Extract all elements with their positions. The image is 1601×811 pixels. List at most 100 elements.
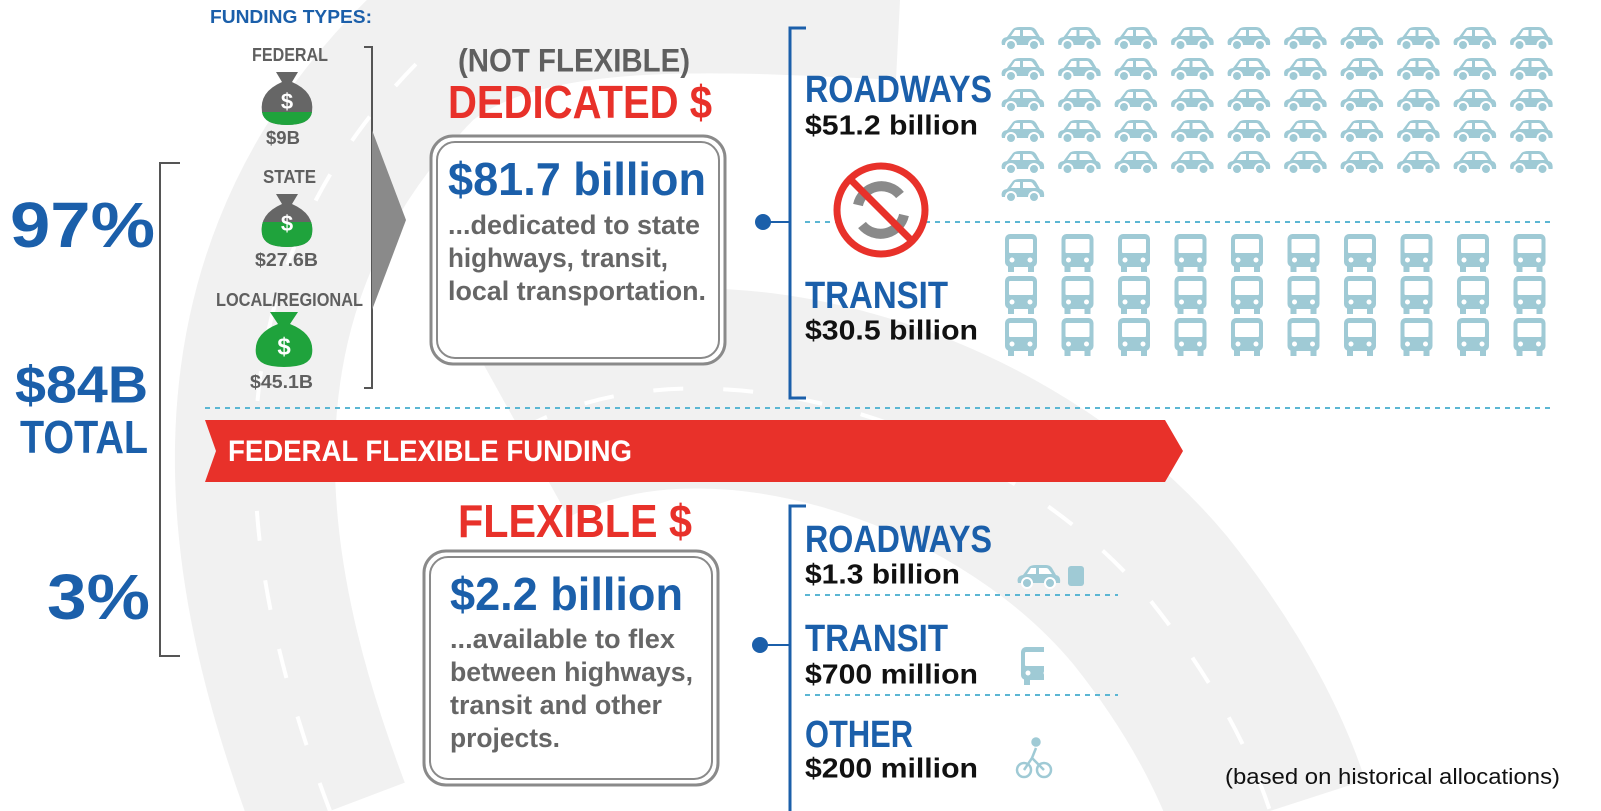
category-amount: $700 million — [805, 658, 978, 689]
car-icon — [1170, 119, 1215, 144]
bus-icon — [1457, 276, 1489, 314]
bus-icon — [1231, 276, 1263, 314]
dedicated-note: (NOT FLEXIBLE) — [458, 42, 690, 78]
banner — [205, 420, 1183, 482]
bike-icon — [1015, 737, 1053, 779]
car-icon — [1339, 119, 1384, 144]
total-amount: $84B — [15, 357, 148, 415]
category-label: TRANSIT — [805, 275, 948, 317]
car-icon — [1000, 178, 1045, 203]
bus-icon — [1005, 234, 1037, 272]
car-icon — [1452, 57, 1497, 82]
funding-amount: $45.1B — [250, 372, 313, 392]
car-icon — [1396, 26, 1441, 51]
car-icon — [1339, 150, 1384, 175]
car-icon — [1057, 150, 1102, 175]
dedicated-title: DEDICATED $ — [448, 76, 712, 128]
bus-icon — [1061, 318, 1094, 356]
funding-amount: $9B — [266, 128, 300, 148]
car-icon — [1452, 88, 1497, 113]
category-label: ROADWAYS — [805, 69, 992, 111]
car-icon — [1000, 88, 1045, 113]
car-icon-partial — [1068, 566, 1084, 586]
bus-icon — [1457, 318, 1489, 356]
car-icon — [1509, 26, 1554, 51]
car-icon — [1226, 88, 1271, 113]
bus-icon — [1021, 647, 1044, 685]
svg-text:$: $ — [281, 89, 293, 114]
category-amount: $30.5 billion — [805, 314, 978, 345]
bus-icon — [1513, 276, 1546, 314]
arrow — [372, 130, 406, 310]
description-line: between highways, — [450, 657, 693, 687]
car-icon-partial — [1045, 178, 1064, 203]
car-icon — [1509, 119, 1554, 144]
flexible-amount: $2.2 billion — [450, 568, 683, 620]
car-icon — [1339, 88, 1384, 113]
car-icon — [1396, 57, 1441, 82]
bus-icon — [1118, 234, 1150, 272]
bus-icon — [1344, 318, 1376, 356]
car-icon — [1170, 26, 1215, 51]
funding-label: LOCAL/REGIONAL — [216, 290, 363, 310]
flexible-bracket — [788, 504, 806, 811]
funding-label: STATE — [263, 167, 316, 187]
description-line: ...dedicated to state — [448, 210, 700, 240]
car-icon — [1452, 119, 1497, 144]
bus-icon — [1231, 318, 1263, 356]
car-icon — [1226, 150, 1271, 175]
flexible-box — [422, 549, 720, 787]
bus-icon — [1118, 276, 1150, 314]
car-icon — [1000, 26, 1045, 51]
car-icon — [1057, 26, 1102, 51]
car-icon — [1226, 26, 1271, 51]
description-line: transit and other — [450, 690, 662, 720]
money-bag: $ — [261, 194, 313, 247]
svg-text:$: $ — [281, 211, 293, 236]
car-icon — [1000, 150, 1045, 175]
category-label: TRANSIT — [805, 618, 948, 660]
car-icon — [1452, 150, 1497, 175]
category-amount: $51.2 billion — [805, 109, 978, 140]
car-icon — [1057, 57, 1102, 82]
car-icon — [1170, 150, 1215, 175]
bus-icon — [1513, 234, 1546, 272]
bus-icon — [1174, 318, 1207, 356]
road-background — [175, 0, 1366, 811]
car-icon — [1283, 119, 1328, 144]
category-amount: $1.3 billion — [805, 558, 960, 589]
footnote: (based on historical allocations) — [1225, 764, 1560, 789]
money-bag: $ — [261, 72, 313, 125]
car-icon — [1226, 119, 1271, 144]
bus-icon — [1005, 276, 1037, 314]
bus-icon — [1287, 318, 1320, 356]
bus-icon — [1400, 276, 1433, 314]
bus-icon — [1513, 318, 1546, 356]
category-label: OTHER — [805, 714, 913, 756]
total-bracket — [159, 162, 180, 657]
bus-icon — [1344, 276, 1376, 314]
bus-icon — [1457, 234, 1489, 272]
bus-icon — [1061, 276, 1094, 314]
car-icon — [1113, 26, 1158, 51]
car-icon — [1113, 88, 1158, 113]
car-icon — [1509, 88, 1554, 113]
bus-icon — [1287, 234, 1320, 272]
money-bag: $ — [255, 312, 313, 367]
car-icon — [1396, 119, 1441, 144]
banner-text: FEDERAL FLEXIBLE FUNDING — [228, 435, 632, 468]
car-icon — [1000, 119, 1045, 144]
category-label: ROADWAYS — [805, 519, 992, 561]
car-icon — [1113, 150, 1158, 175]
car-icon — [1113, 57, 1158, 82]
car-icon — [1000, 57, 1045, 82]
bus-icon — [1118, 318, 1150, 356]
car-icon — [1509, 57, 1554, 82]
car-icon — [1283, 150, 1328, 175]
bus-icon — [1400, 318, 1433, 356]
flexible-title: FLEXIBLE $ — [458, 495, 692, 547]
car-icon — [1057, 88, 1102, 113]
dedicated-share: 97% — [10, 189, 155, 261]
description-line: ...available to flex — [450, 624, 675, 654]
